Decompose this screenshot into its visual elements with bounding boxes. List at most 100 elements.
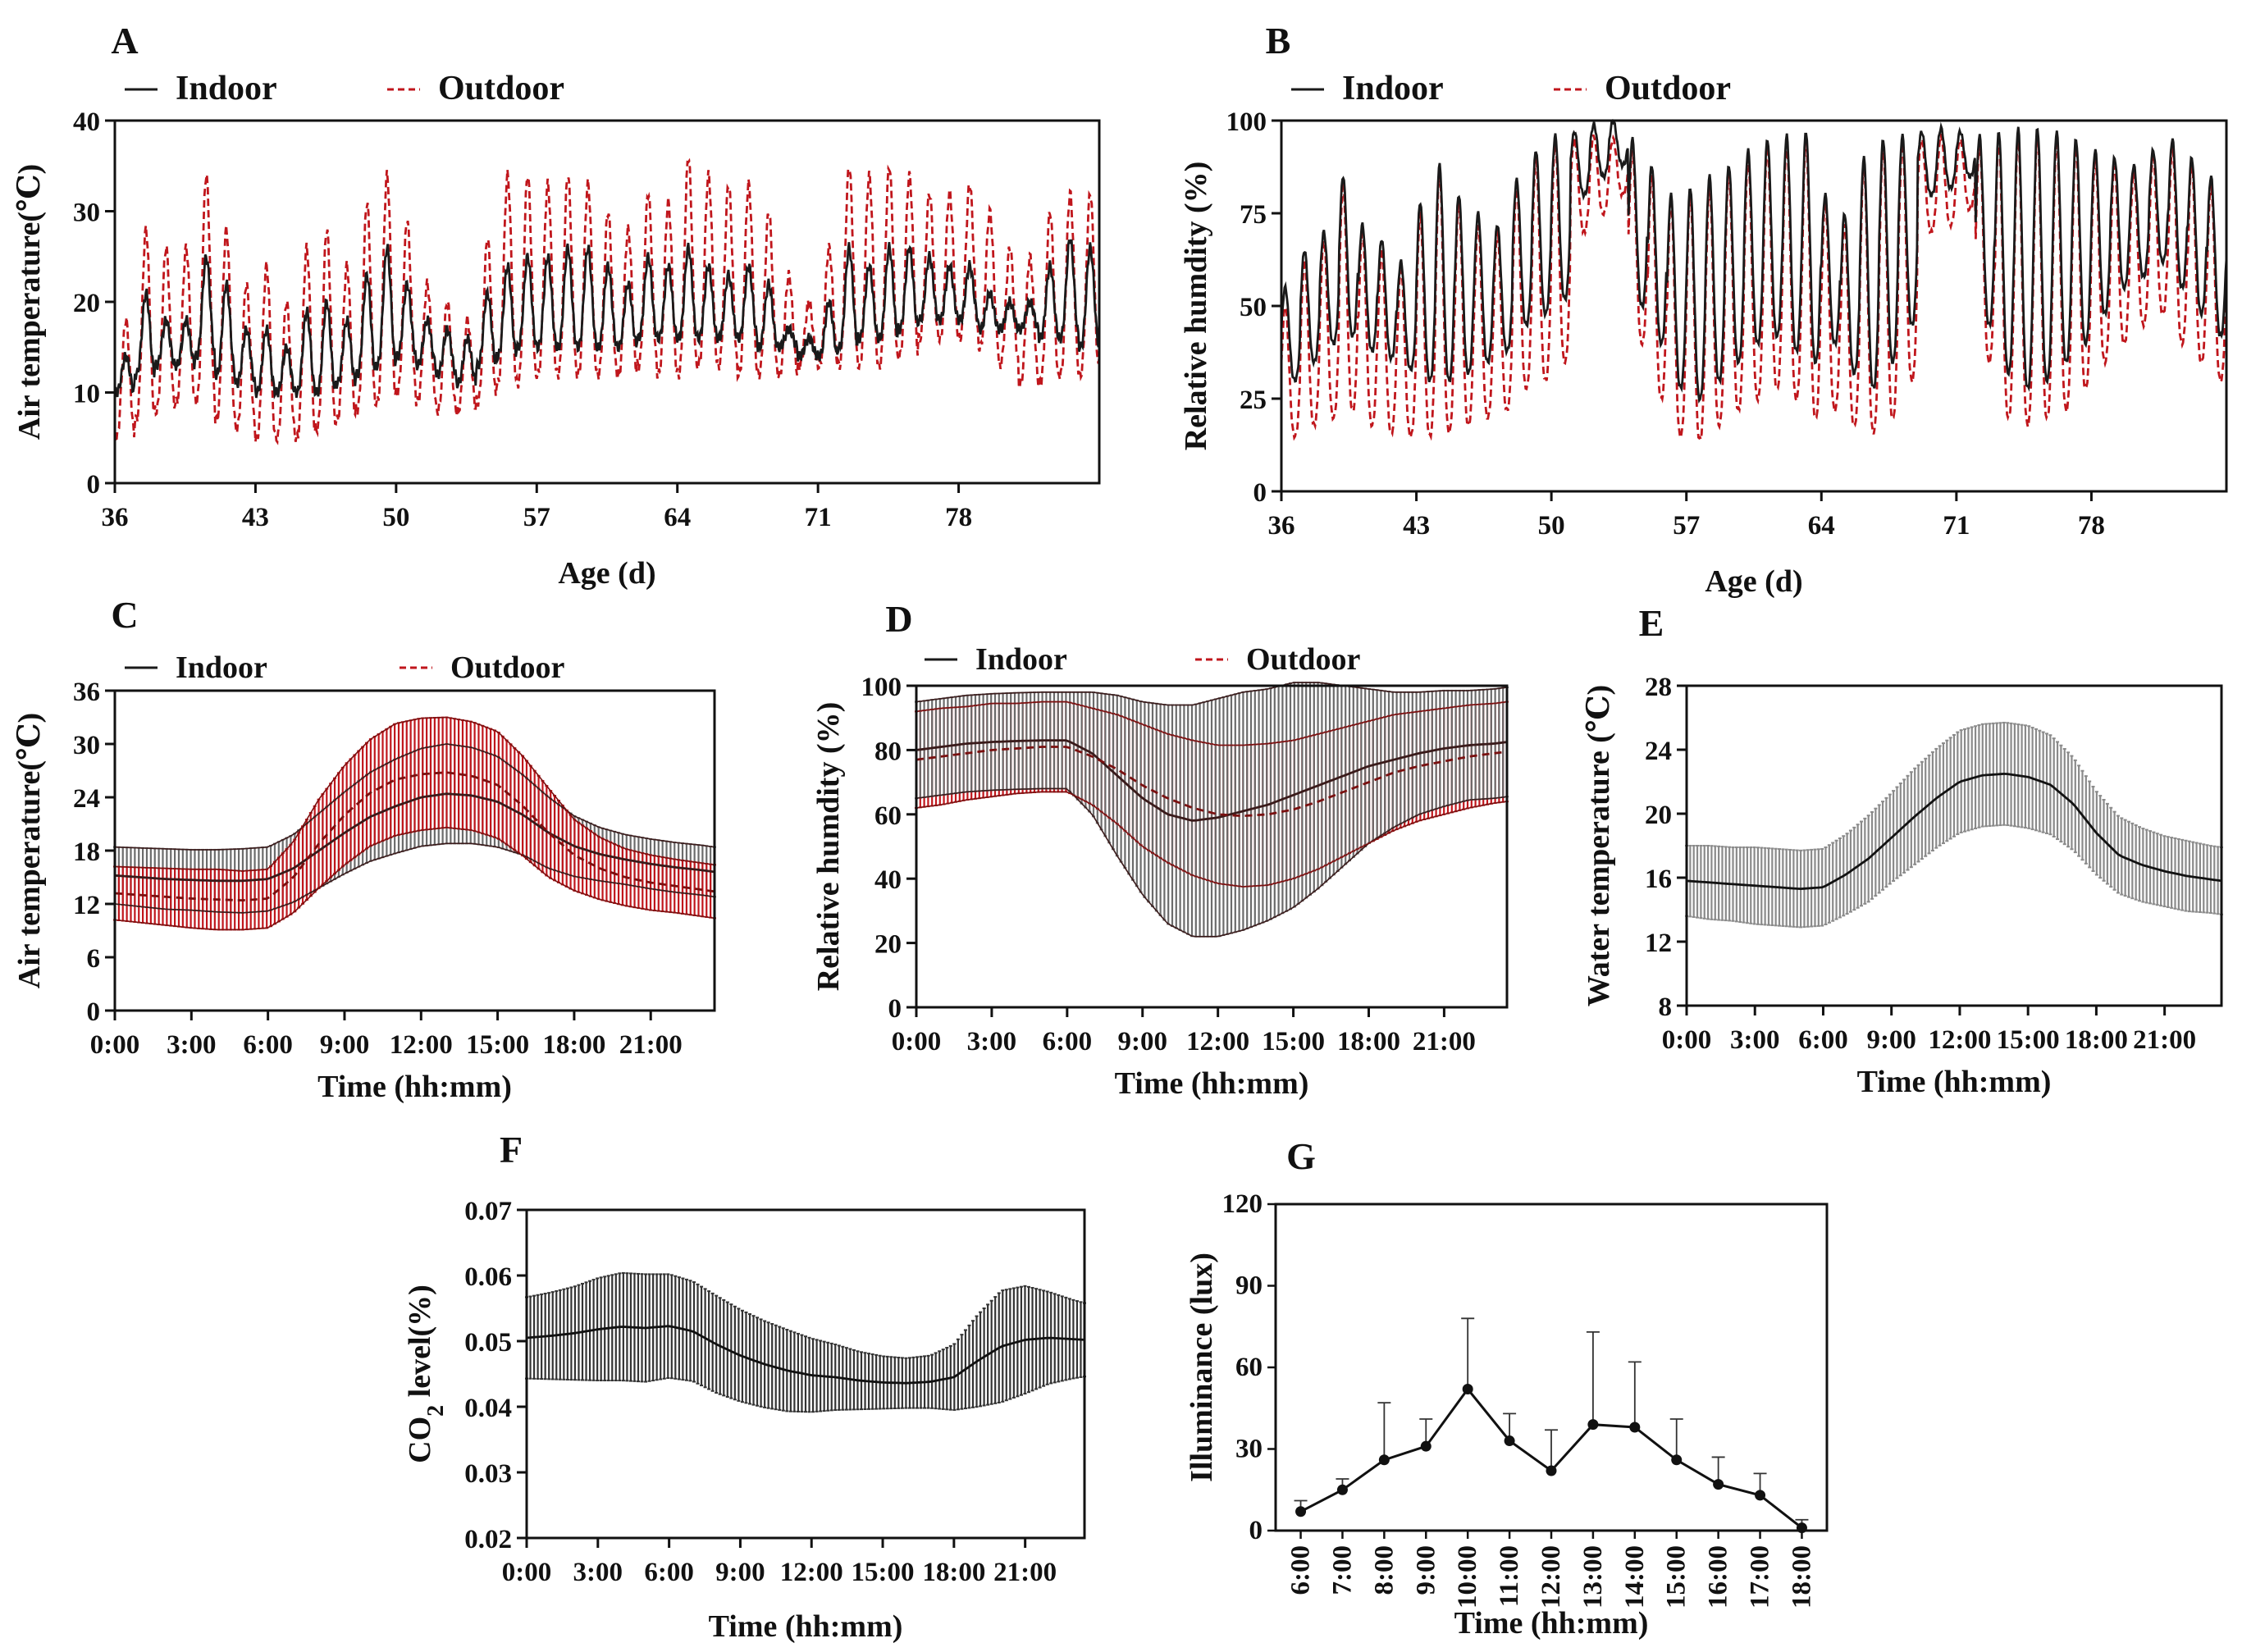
band-edge-lower	[916, 787, 1508, 938]
y-tick-label: 36	[73, 678, 100, 707]
x-tick-label: 78	[2078, 511, 2105, 541]
panel-D-plot-frame	[915, 684, 1509, 1009]
x-tick-label: 0:00	[1662, 1025, 1712, 1055]
y-tick-label: 0.02	[464, 1525, 512, 1554]
series-line-indoor	[113, 239, 1101, 400]
y-tick-label: 0	[87, 470, 101, 500]
x-tick-label: 15:00	[1997, 1025, 2060, 1055]
y-tick-label: 100	[1226, 107, 1267, 137]
y-tick-label: 0.07	[464, 1197, 512, 1226]
legend-label-indoor: Indoor	[975, 642, 1067, 677]
band-edge-upper	[916, 682, 1508, 706]
x-tick-label: 43	[242, 503, 269, 532]
x-tick-label: 3:00	[1730, 1025, 1780, 1055]
x-tick-label: 13:00	[1578, 1545, 1608, 1609]
x-tick-label: 36	[1268, 511, 1295, 541]
y-tick-label: 120	[1222, 1189, 1263, 1219]
x-axis-label: Time (hh:mm)	[1857, 1065, 2052, 1099]
data-point	[1336, 1484, 1348, 1495]
x-tick-label: 7:00	[1327, 1545, 1357, 1595]
y-axis-label-subscript: 2	[423, 1405, 449, 1417]
panel-E-plot-frame	[1685, 684, 2223, 1007]
y-axis-label-suffix: level(%)	[403, 1285, 437, 1405]
x-tick-label: 6:00	[1286, 1545, 1316, 1595]
x-tick-label: 50	[382, 503, 409, 532]
y-tick-label: 30	[73, 199, 100, 228]
legend-label-outdoor: Outdoor	[450, 650, 564, 685]
panel-label-G: G	[1286, 1135, 1316, 1177]
y-tick-label: 60	[874, 801, 902, 831]
band-edge-upper	[114, 716, 715, 872]
data-point	[1546, 1465, 1557, 1476]
x-tick-label: 3:00	[167, 1030, 217, 1060]
x-tick-label: 12:00	[1928, 1025, 1991, 1055]
x-tick-label: 57	[1673, 511, 1700, 541]
y-tick-label: 18	[73, 837, 100, 867]
band-edge-upper	[114, 743, 715, 851]
y-tick-label: 24	[1645, 737, 1672, 766]
x-tick-label: 9:00	[1866, 1025, 1916, 1055]
data-point	[1378, 1454, 1390, 1466]
panel-E: E 8 12 16 20 24 28 0:00 3:00 6:00 9:00 12:00 15:00 18…	[1582, 602, 2223, 1099]
x-tick-label: 14:00	[1620, 1545, 1650, 1609]
y-axis-label: Air temperature(℃)	[12, 164, 47, 440]
y-tick-label: 12	[1645, 929, 1672, 958]
y-tick-label: 30	[73, 731, 100, 760]
x-tick-label: 12:00	[390, 1030, 453, 1060]
y-tick-label: 90	[1235, 1271, 1263, 1301]
mean-line-outdoor	[916, 746, 1508, 818]
data-point	[1629, 1422, 1641, 1433]
series-line-indoor	[1280, 118, 2228, 404]
y-tick-label: 20	[73, 289, 100, 318]
y-tick-label: 6	[87, 944, 101, 974]
x-axis-label: Time (hh:mm)	[1115, 1066, 1309, 1101]
x-tick-label: 15:00	[1262, 1027, 1325, 1056]
x-tick-label: 18:00	[542, 1030, 605, 1060]
x-tick-label: 9:00	[1411, 1545, 1441, 1595]
legend-label-outdoor: Outdoor	[438, 70, 564, 107]
y-tick-label: 50	[1240, 293, 1267, 322]
data-point	[1420, 1440, 1432, 1452]
y-axis-label: Relative humdity (%)	[811, 702, 846, 992]
x-tick-label: 3:00	[573, 1558, 623, 1587]
panel-A: A Indoor Outdoor 0 10 20 30 40 36 43 50 57 64 71 78 Age…	[12, 20, 1101, 591]
y-tick-label: 40	[874, 865, 902, 895]
panel-label-C: C	[111, 594, 138, 636]
x-tick-label: 21:00	[2133, 1025, 2196, 1055]
x-tick-label: 57	[523, 503, 550, 532]
x-tick-label: 71	[1943, 511, 1970, 541]
panel-B: B Indoor Outdoor 0 25 50 75 100 36 43 50 57 64 71 78 Ag…	[1179, 20, 2228, 599]
x-tick-label: 18:00	[1337, 1027, 1400, 1056]
y-axis-label: Water temperature (℃)	[1582, 685, 1616, 1006]
y-tick-label: 0.06	[464, 1262, 512, 1292]
x-tick-label: 21:00	[619, 1030, 683, 1060]
x-tick-label: 3:00	[967, 1027, 1017, 1056]
x-axis-label: Time (hh:mm)	[1454, 1606, 1649, 1641]
y-axis-label: Relative humdity (%)	[1179, 162, 1213, 451]
y-tick-label: 0.03	[464, 1459, 512, 1489]
x-tick-label: 6:00	[1798, 1025, 1848, 1055]
x-tick-label: 10:00	[1453, 1545, 1482, 1609]
panel-label-A: A	[111, 20, 138, 62]
x-tick-label: 36	[102, 503, 129, 532]
mean-line-indoor	[114, 792, 715, 883]
y-tick-label: 40	[73, 107, 100, 137]
x-axis-label: Time (hh:mm)	[709, 1609, 903, 1644]
panel-D: D Indoor Outdoor 0 20 40 60 80 100 0:00 3:00 6:00 9:…	[811, 598, 1509, 1101]
x-tick-label: 8:00	[1369, 1545, 1399, 1595]
y-tick-label: 0	[888, 994, 902, 1024]
y-tick-label: 20	[1645, 801, 1672, 830]
panel-label-F: F	[500, 1129, 523, 1171]
y-tick-label: 60	[1235, 1353, 1263, 1382]
x-tick-label: 15:00	[852, 1558, 915, 1587]
x-tick-label: 11:00	[1495, 1545, 1524, 1607]
y-axis-label: Air temperature(℃)	[12, 713, 47, 988]
x-tick-label: 15:00	[1662, 1545, 1692, 1609]
mean-line-outdoor	[114, 771, 715, 902]
mean-line-co2	[526, 1325, 1085, 1385]
panel-F-plot-frame	[525, 1208, 1086, 1540]
y-tick-label: 100	[861, 673, 902, 702]
x-tick-label: 9:00	[1117, 1027, 1167, 1056]
x-tick-label: 50	[1538, 511, 1565, 541]
